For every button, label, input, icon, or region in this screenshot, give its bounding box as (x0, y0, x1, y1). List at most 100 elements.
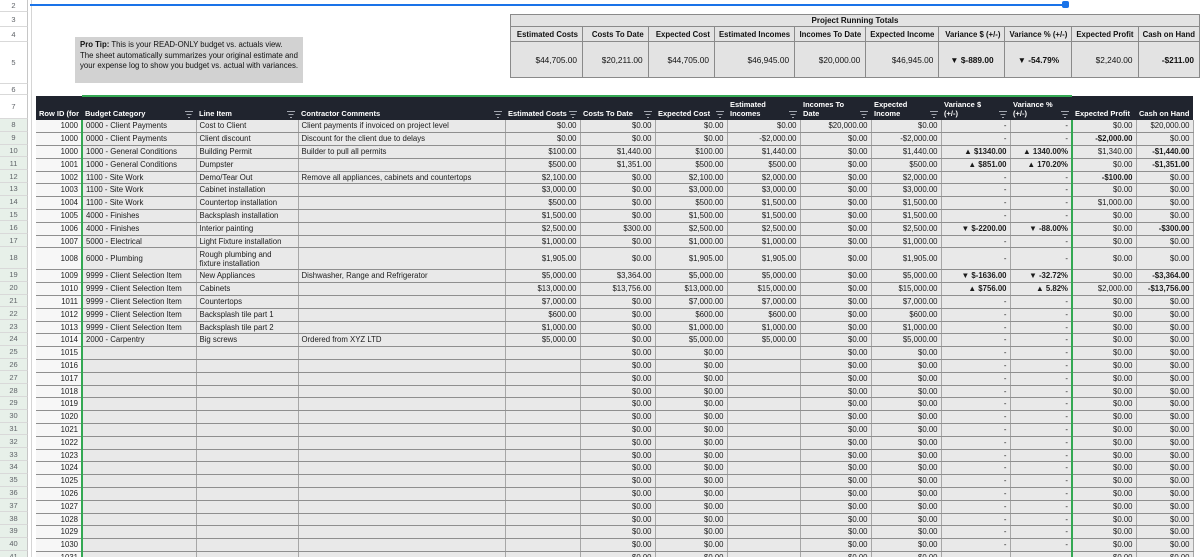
variance-percent-cell[interactable]: - (1010, 308, 1073, 322)
estimated-incomes-cell[interactable]: $1,500.00 (727, 209, 801, 223)
estimated-costs-cell[interactable] (505, 359, 581, 373)
incomes-to-date-cell[interactable]: $0.00 (800, 183, 872, 198)
expected-profit-cell[interactable]: $1,000.00 (1072, 196, 1137, 211)
expected-profit-cell[interactable]: $1,340.00 (1072, 145, 1137, 159)
expected-profit-cell[interactable]: $2,000.00 (1072, 282, 1137, 297)
row-number[interactable]: 3 (0, 12, 28, 27)
expected-cost-cell[interactable]: $0.00 (655, 525, 728, 540)
estimated-incomes-cell[interactable]: $2,500.00 (727, 222, 801, 236)
budget-category-cell[interactable]: 1100 - Site Work (82, 171, 197, 185)
row-number[interactable]: 35 (0, 473, 28, 487)
row-id-cell[interactable]: 1031 (36, 551, 83, 557)
filter-icon[interactable] (494, 111, 502, 118)
estimated-incomes-cell[interactable] (727, 474, 801, 489)
contractor-comments-cell[interactable] (298, 359, 506, 373)
variance-percent-cell[interactable]: - (1010, 132, 1073, 147)
estimated-costs-cell[interactable] (505, 372, 581, 386)
row-id-cell[interactable]: 1000 (36, 145, 83, 159)
expected-cost-cell[interactable]: $0.00 (655, 487, 728, 501)
expected-income-cell[interactable]: $0.00 (871, 500, 942, 514)
expected-cost-cell[interactable]: $0.00 (655, 538, 728, 552)
row-number[interactable]: 33 (0, 448, 28, 461)
line-item-cell[interactable] (196, 525, 299, 540)
costs-to-date-cell[interactable]: $0.00 (580, 397, 656, 412)
cash-on-hand-cell[interactable]: $0.00 (1136, 487, 1194, 501)
variance-percent-cell[interactable]: - (1010, 397, 1073, 412)
row-number[interactable]: 38 (0, 512, 28, 525)
expected-income-cell[interactable]: $0.00 (871, 385, 942, 399)
incomes-to-date-cell[interactable]: $0.00 (800, 410, 872, 425)
expected-cost-cell[interactable]: $500.00 (655, 158, 728, 172)
line-item-cell[interactable] (196, 449, 299, 463)
cash-on-hand-cell[interactable]: $0.00 (1136, 132, 1194, 147)
contractor-comments-cell[interactable] (298, 282, 506, 297)
budget-category-cell[interactable]: 5000 - Electrical (82, 235, 197, 249)
expected-profit-cell[interactable]: $0.00 (1072, 513, 1137, 527)
estimated-costs-cell[interactable]: $5,000.00 (505, 333, 581, 348)
expected-profit-cell[interactable]: $0.00 (1072, 308, 1137, 322)
line-item-cell[interactable]: Countertops (196, 295, 299, 309)
costs-to-date-cell[interactable]: $0.00 (580, 196, 656, 211)
contractor-comments-cell[interactable] (298, 308, 506, 322)
variance-percent-cell[interactable]: - (1010, 474, 1073, 489)
line-item-cell[interactable] (196, 397, 299, 412)
contractor-comments-cell[interactable] (298, 397, 506, 412)
row-number[interactable]: 10 (0, 144, 28, 158)
row-number[interactable]: 30 (0, 409, 28, 423)
contractor-comments-cell[interactable] (298, 449, 506, 463)
costs-to-date-cell[interactable]: $0.00 (580, 372, 656, 386)
row-number[interactable]: 39 (0, 524, 28, 538)
variance-percent-cell[interactable]: - (1010, 235, 1073, 249)
row-number[interactable]: 28 (0, 384, 28, 397)
expected-cost-cell[interactable]: $0.00 (655, 551, 728, 557)
line-item-cell[interactable]: Backsplash installation (196, 209, 299, 223)
contractor-comments-cell[interactable] (298, 209, 506, 223)
expected-profit-cell[interactable]: $0.00 (1072, 359, 1137, 373)
estimated-incomes-cell[interactable]: $1,440.00 (727, 145, 801, 159)
estimated-incomes-cell[interactable] (727, 449, 801, 463)
row-number[interactable]: 13 (0, 182, 28, 196)
incomes-to-date-cell[interactable]: $0.00 (800, 235, 872, 249)
totals-value-cell[interactable]: -$211.00 (1137, 41, 1200, 78)
costs-to-date-cell[interactable]: $0.00 (580, 436, 656, 450)
estimated-incomes-cell[interactable] (727, 423, 801, 437)
variance-percent-cell[interactable]: - (1010, 436, 1073, 450)
contractor-comments-cell[interactable] (298, 158, 506, 172)
budget-category-cell[interactable] (82, 397, 197, 412)
contractor-comments-cell[interactable] (298, 487, 506, 501)
contractor-comments-cell[interactable]: Dishwasher, Range and Refrigerator (298, 269, 506, 284)
cash-on-hand-cell[interactable]: $0.00 (1136, 346, 1194, 361)
expected-cost-cell[interactable]: $2,100.00 (655, 171, 728, 185)
row-number[interactable]: 5 (0, 42, 28, 84)
variance-dollar-cell[interactable]: - (941, 171, 1011, 185)
expected-income-cell[interactable]: $0.00 (871, 372, 942, 386)
estimated-incomes-cell[interactable]: $2,000.00 (727, 171, 801, 185)
line-item-cell[interactable] (196, 346, 299, 361)
pro-tip-note[interactable]: Pro Tip: This is your READ-ONLY budget v… (75, 37, 303, 83)
variance-dollar-cell[interactable]: - (941, 385, 1011, 399)
incomes-to-date-cell[interactable]: $0.00 (800, 282, 872, 297)
variance-dollar-cell[interactable]: - (941, 513, 1011, 527)
expected-cost-cell[interactable]: $0.00 (655, 346, 728, 361)
contractor-comments-cell[interactable]: Discount for the client due to delays (298, 132, 506, 147)
totals-value-cell[interactable]: $2,240.00 (1071, 41, 1139, 78)
incomes-to-date-cell[interactable]: $0.00 (800, 487, 872, 501)
budget-category-cell[interactable] (82, 487, 197, 501)
contractor-comments-cell[interactable] (298, 410, 506, 425)
filter-icon[interactable] (569, 111, 577, 118)
estimated-incomes-cell[interactable]: -$2,000.00 (727, 132, 801, 147)
variance-percent-cell[interactable]: - (1010, 385, 1073, 399)
contractor-comments-cell[interactable] (298, 436, 506, 450)
expected-profit-cell[interactable]: $0.00 (1072, 487, 1137, 501)
expected-income-cell[interactable]: $3,000.00 (871, 183, 942, 198)
budget-category-cell[interactable]: 1000 - General Conditions (82, 158, 197, 172)
estimated-incomes-cell[interactable]: $5,000.00 (727, 269, 801, 284)
line-item-cell[interactable] (196, 410, 299, 425)
cash-on-hand-cell[interactable]: $0.00 (1136, 333, 1194, 348)
variance-percent-cell[interactable]: ▲ 5.82% (1010, 282, 1073, 297)
costs-to-date-cell[interactable]: $13,756.00 (580, 282, 656, 297)
budget-category-cell[interactable] (82, 359, 197, 373)
expected-profit-cell[interactable]: $0.00 (1072, 410, 1137, 425)
cash-on-hand-cell[interactable]: $0.00 (1136, 538, 1194, 552)
incomes-to-date-cell[interactable]: $0.00 (800, 538, 872, 552)
